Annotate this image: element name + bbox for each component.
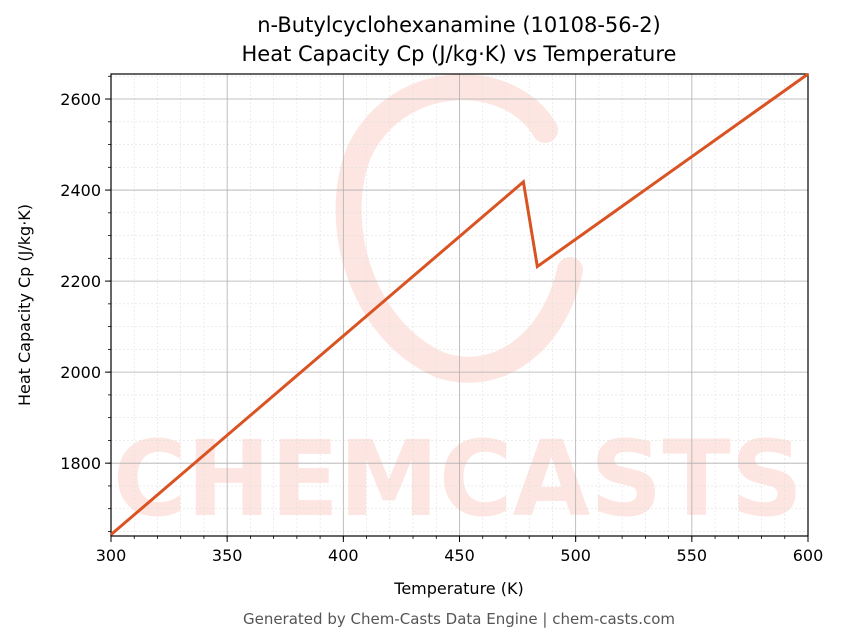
watermark: CHEMCASTS [113, 74, 803, 540]
series-line-1 [110, 72, 809, 536]
x-axis-label: Temperature (K) [393, 579, 523, 598]
chart-title: n-Butylcyclohexanamine (10108-56-2) [257, 13, 661, 37]
watermark-text: CHEMCASTS [113, 418, 803, 540]
x-tick-label: 450 [444, 546, 475, 565]
y-tick-label: 2400 [60, 181, 101, 200]
x-tick-label: 350 [212, 546, 243, 565]
x-tick-label: 300 [96, 546, 127, 565]
x-tick-label: 550 [677, 546, 708, 565]
x-tick-label: 600 [793, 546, 824, 565]
x-tick-labels: 300 350 400 450 500 550 600 [96, 546, 824, 565]
footer-credit: Generated by Chem-Casts Data Engine | ch… [243, 610, 675, 628]
axis-ticks [105, 75, 809, 542]
x-tick-label: 500 [560, 546, 591, 565]
y-tick-label: 1800 [60, 454, 101, 473]
series-layer [110, 72, 809, 536]
y-tick-label: 2200 [60, 272, 101, 291]
y-tick-labels: 1800 2000 2200 2400 2600 [60, 90, 101, 473]
x-tick-label: 400 [328, 546, 359, 565]
y-tick-label: 2600 [60, 90, 101, 109]
y-axis-label: Heat Capacity Cp (J/kg·K) [15, 204, 34, 406]
chart-subtitle: Heat Capacity Cp (J/kg·K) vs Temperature [242, 42, 677, 66]
y-tick-label: 2000 [60, 363, 101, 382]
watermark-c-logo [335, 74, 583, 383]
